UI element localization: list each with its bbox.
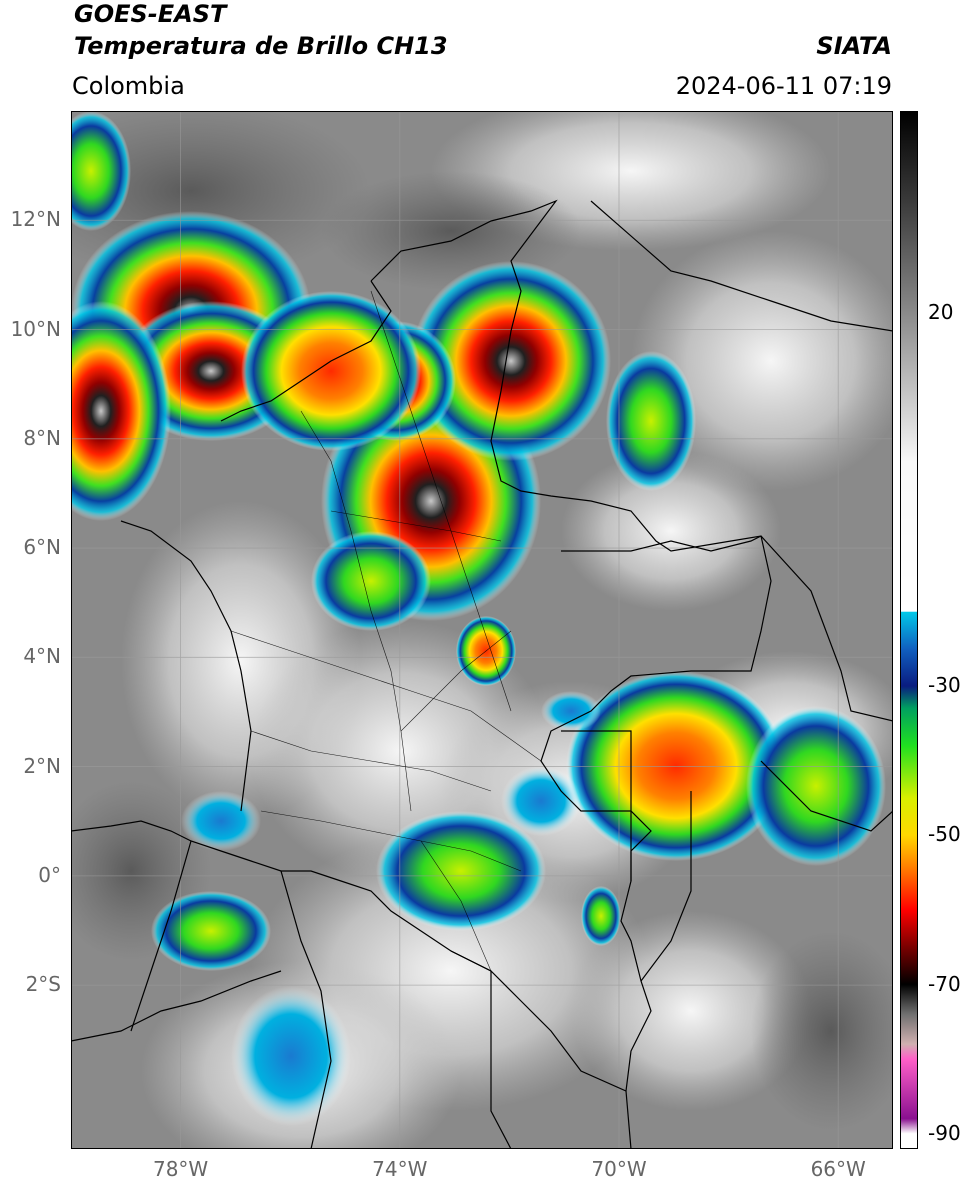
department-borders (230, 290, 542, 972)
lat-label: 6°N (23, 535, 61, 560)
lat-label: 2°N (23, 753, 61, 778)
lat-label: 0° (38, 862, 61, 887)
lat-label: 12°N (10, 207, 61, 232)
region-label: Colombia (72, 72, 185, 100)
lon-label: 66°W (810, 1157, 866, 1181)
colorbar-tick-label: -70 (928, 971, 961, 996)
colorbar-tick-label: -30 (928, 673, 961, 697)
colorbar-tick-label: -90 (928, 1121, 961, 1146)
graticule (71, 111, 893, 1149)
satellite-map[interactable] (71, 111, 893, 1149)
datetime-label: 2024-06-11 07:19 (675, 72, 892, 100)
colorbar (900, 111, 924, 1149)
lat-label: 2°S (25, 972, 61, 997)
colorbar-fill (900, 111, 918, 1149)
lon-label: 70°W (591, 1157, 647, 1181)
lat-label: 10°N (10, 316, 61, 341)
channel-title: Temperatura de Brillo CH13 (74, 32, 448, 60)
colorbar-tick-label: -50 (928, 822, 961, 847)
lon-label: 78°W (152, 1157, 209, 1181)
lat-label: 4°N (23, 644, 61, 669)
map-svg (71, 111, 893, 1149)
country-borders (71, 199, 893, 1149)
colorbar-tick-label: 20 (928, 299, 954, 324)
lon-label: 74°W (372, 1157, 428, 1181)
lat-label: 8°N (23, 425, 61, 450)
organization-label: SIATA (816, 32, 892, 60)
product-title: GOES-EAST (74, 0, 227, 28)
colorbar-svg (900, 111, 924, 1149)
map-frame (71, 111, 893, 1149)
